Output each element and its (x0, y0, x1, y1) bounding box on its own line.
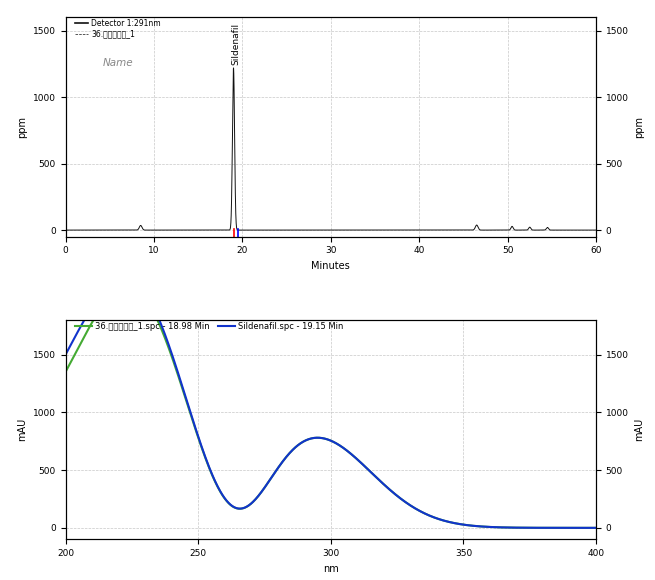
Sildenafil.spc - 19.15 Min (426, 513, 434, 520)
Sildenafil.spc - 19.15 Min (592, 524, 600, 531)
36.커마그라맘_1.spc - 18.98 Min (296, 440, 304, 447)
Sildenafil.spc - 19.15 Min (116, 274, 124, 281)
36.커마그라맘_1.spc - 18.98 Min (476, 523, 483, 530)
36.커마그라맘_1.spc - 18.98 Min (62, 368, 69, 375)
Y-axis label: ppm: ppm (17, 116, 28, 138)
Text: Name: Name (103, 57, 133, 68)
36.커마그라맘_1.spc - 18.98 Min (276, 461, 284, 468)
Sildenafil.spc - 19.15 Min (276, 461, 284, 468)
Legend: Detector 1:291nm, 36.커마그라맘_1: Detector 1:291nm, 36.커마그라맘_1 (75, 19, 161, 38)
X-axis label: Minutes: Minutes (311, 261, 350, 271)
Sildenafil.spc - 19.15 Min (62, 351, 69, 358)
Y-axis label: mAU: mAU (17, 418, 28, 441)
36.커마그라맘_1.spc - 18.98 Min (592, 524, 600, 531)
Sildenafil.spc - 19.15 Min (296, 440, 304, 447)
Sildenafil.spc - 19.15 Min (476, 523, 483, 530)
36.커마그라맘_1.spc - 18.98 Min (123, 283, 131, 290)
Y-axis label: ppm: ppm (634, 116, 645, 138)
36.커마그라맘_1.spc - 18.98 Min (485, 524, 493, 531)
Line: 36.커마그라맘_1.spc - 18.98 Min: 36.커마그라맘_1.spc - 18.98 Min (66, 287, 596, 528)
Legend: 36.커마그라맘_1.spc - 18.98 Min, Sildenafil.spc - 19.15 Min: 36.커마그라맘_1.spc - 18.98 Min, Sildenafil.s… (75, 322, 343, 331)
Text: Sildenafil: Sildenafil (232, 23, 240, 66)
Y-axis label: mAU: mAU (634, 418, 645, 441)
36.커마그라맘_1.spc - 18.98 Min (426, 513, 434, 520)
36.커마그라맘_1.spc - 18.98 Min (116, 285, 124, 292)
X-axis label: nm: nm (323, 564, 339, 574)
Line: Sildenafil.spc - 19.15 Min: Sildenafil.spc - 19.15 Min (66, 277, 596, 528)
Sildenafil.spc - 19.15 Min (121, 273, 128, 280)
Sildenafil.spc - 19.15 Min (485, 524, 493, 531)
